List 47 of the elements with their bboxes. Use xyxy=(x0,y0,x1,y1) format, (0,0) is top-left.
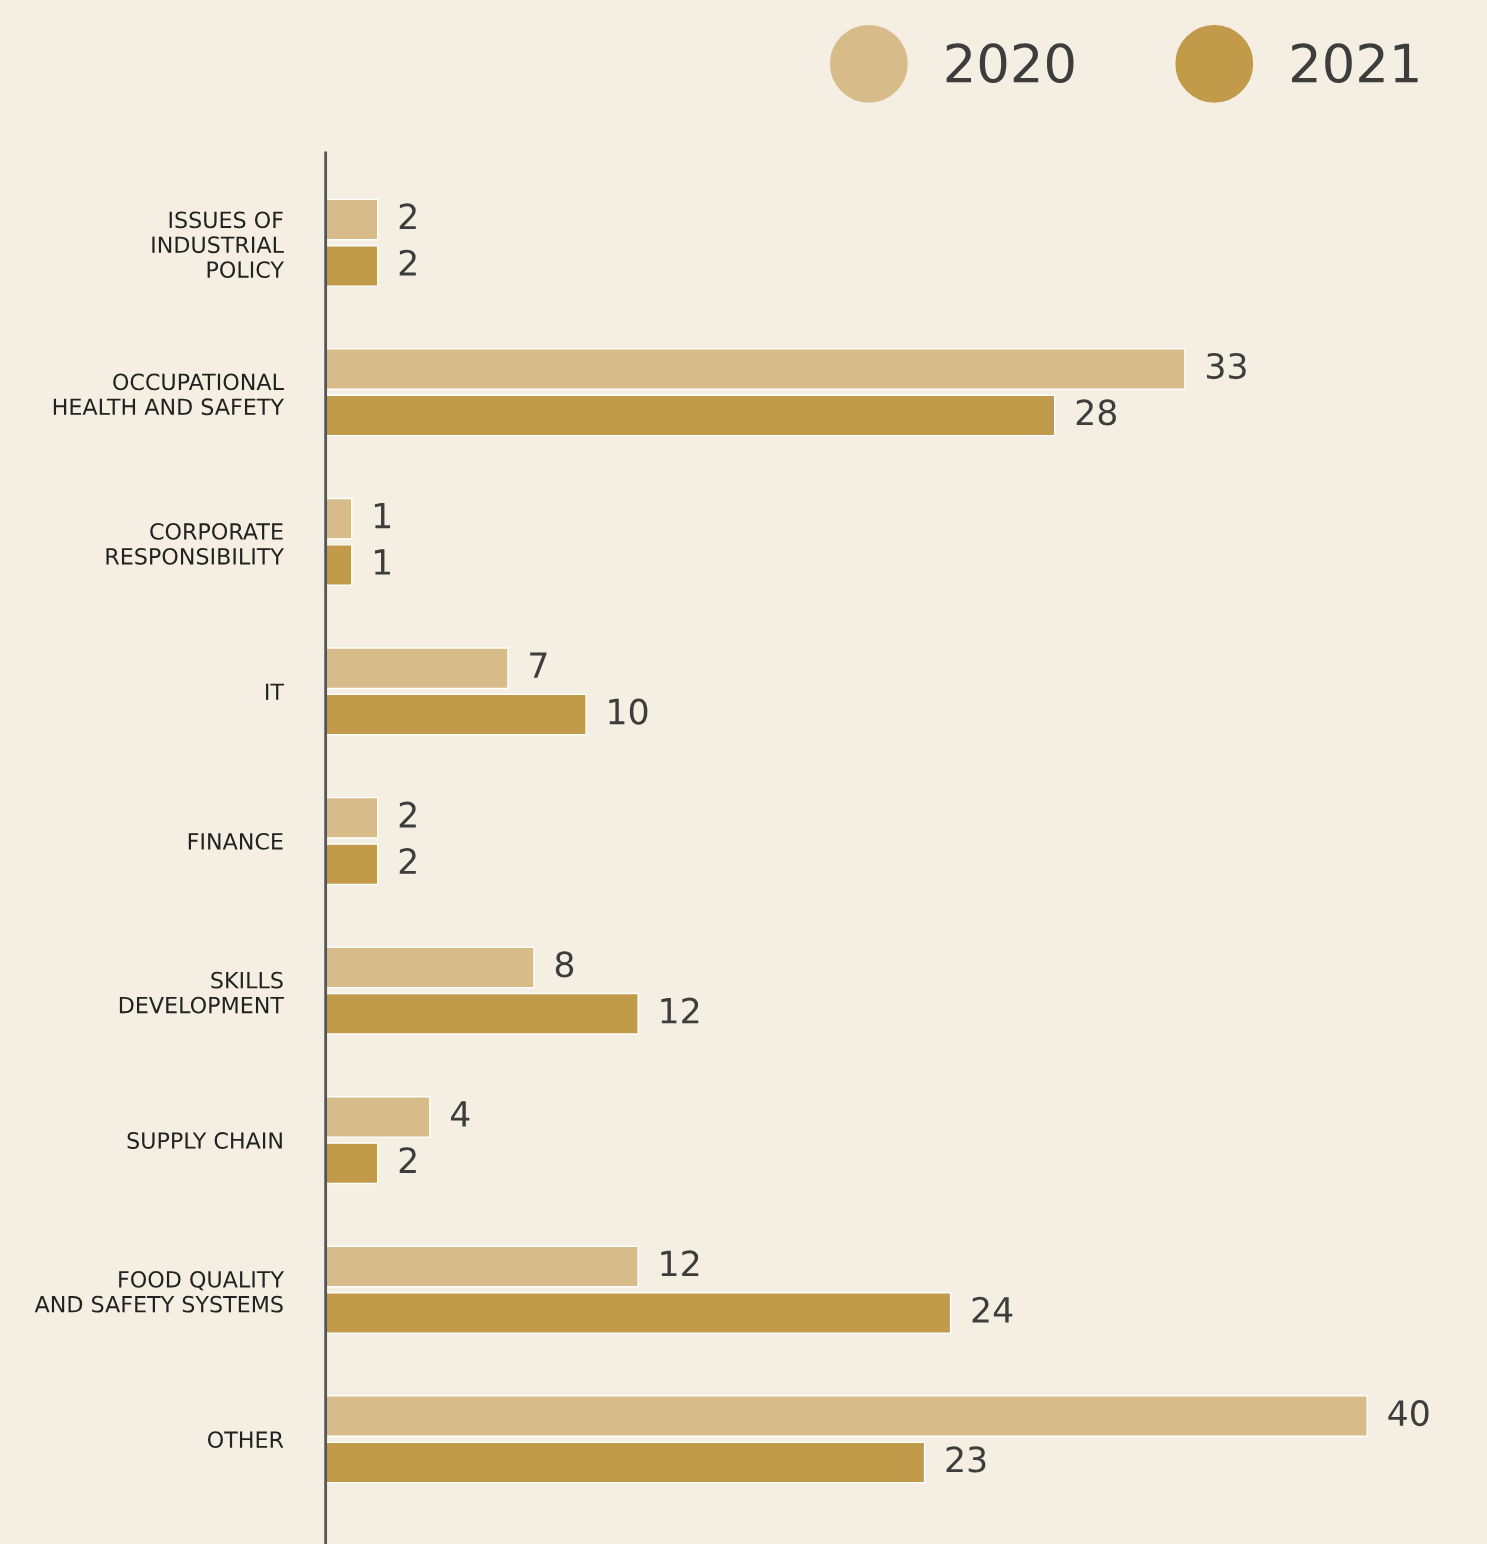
bar xyxy=(325,1441,926,1484)
data-label: 2 xyxy=(399,203,416,230)
bar xyxy=(325,693,587,736)
data-label: 28 xyxy=(1076,399,1116,426)
legend-label: 2020 xyxy=(946,43,1074,84)
data-label: 12 xyxy=(661,997,699,1024)
data-label: 12 xyxy=(661,1250,699,1277)
y-tick-label: IT xyxy=(266,683,285,700)
y-tick-label: OCCUPATIONAL HEALTH AND SAFETY xyxy=(53,373,285,416)
y-tick-label: OTHER xyxy=(207,1431,284,1449)
y-tick-label: FINANCE xyxy=(188,832,283,850)
bar xyxy=(325,244,379,287)
data-label: 10 xyxy=(609,698,648,725)
data-label: 23 xyxy=(946,1446,986,1473)
bar xyxy=(325,1395,1368,1438)
y-tick-label: SUPPLY CHAIN xyxy=(127,1132,282,1149)
bar xyxy=(325,1096,431,1138)
data-label: 33 xyxy=(1207,352,1246,380)
data-label: 40 xyxy=(1388,1399,1429,1427)
data-label: 2 xyxy=(399,249,416,276)
data-label: 1 xyxy=(374,549,391,575)
y-tick-label: SKILLS DEVELOPMENT xyxy=(119,971,285,1014)
data-label: 8 xyxy=(555,951,574,978)
y-tick-label: FOOD QUALITY AND SAFETY SYSTEMS xyxy=(34,1270,285,1313)
bar xyxy=(325,198,379,241)
data-label: 2 xyxy=(399,1147,416,1173)
data-label: 4 xyxy=(450,1101,470,1127)
bar xyxy=(325,348,1186,390)
bar xyxy=(325,1142,379,1185)
data-label: 2 xyxy=(399,847,416,874)
bar xyxy=(325,1245,639,1288)
bar xyxy=(325,843,379,886)
bar xyxy=(325,394,1056,437)
data-label: 7 xyxy=(530,652,547,678)
bar xyxy=(325,796,379,839)
bar xyxy=(325,1292,952,1334)
legend-label: 2021 xyxy=(1292,43,1418,84)
bar xyxy=(325,497,353,540)
y-tick-label: CORPORATE RESPONSIBILITY xyxy=(106,523,285,565)
bar xyxy=(325,992,639,1035)
y-tick-label: ISSUES OF INDUSTRIAL POLICY xyxy=(152,211,285,279)
bar xyxy=(325,647,509,690)
data-label: 24 xyxy=(972,1296,1013,1323)
data-label: 1 xyxy=(374,502,391,529)
data-label: 2 xyxy=(399,801,416,828)
bar xyxy=(325,946,535,989)
bar xyxy=(325,544,353,586)
